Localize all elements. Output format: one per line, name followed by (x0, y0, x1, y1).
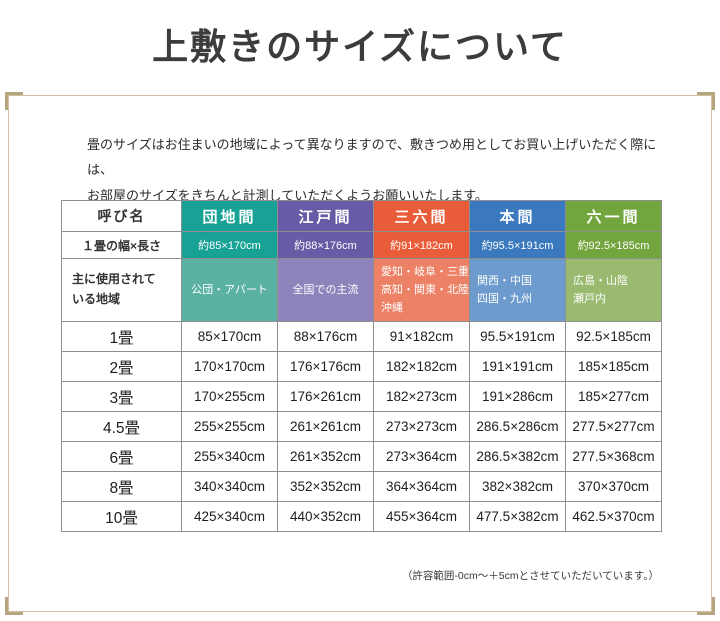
cell-value: 277.5×277cm (565, 411, 662, 442)
header-name-label: 呼び名 (61, 200, 182, 232)
cell-value: 455×364cm (373, 501, 470, 532)
cell-value: 182×182cm (373, 351, 470, 382)
region-edoma: 全国での主流 (277, 258, 374, 322)
mat-size-honma: 約95.5×191cm (469, 231, 566, 259)
region-rokuichima: 広島・山陰 瀬戸内 (565, 258, 662, 322)
frame-corner-top-left (5, 92, 23, 110)
row-label: 10畳 (61, 501, 182, 532)
cell-value: 95.5×191cm (469, 321, 566, 352)
mat-size-edoma: 約88×176cm (277, 231, 374, 259)
cell-value: 255×255cm (181, 411, 278, 442)
mat-size-row-label: １畳の幅×長さ (61, 231, 182, 259)
table-row-10jo: 10畳 425×340cm 440×352cm 455×364cm 477.5×… (61, 501, 662, 532)
size-table: 呼び名 団地間 江戸間 三六間 本間 六一間 １畳の幅×長さ 約85×170cm… (61, 200, 662, 532)
region-saburoku: 愛知・岐阜・三重 高知・関東・北陸 沖縄 (373, 258, 470, 322)
mat-size-danchima: 約85×170cm (181, 231, 278, 259)
cell-value: 88×176cm (277, 321, 374, 352)
cell-value: 273×273cm (373, 411, 470, 442)
cell-value: 477.5×382cm (469, 501, 566, 532)
cell-value: 440×352cm (277, 501, 374, 532)
table-row-1jo: 1畳 85×170cm 88×176cm 91×182cm 95.5×191cm… (61, 321, 662, 352)
intro-text: 畳のサイズはお住まいの地域によって異なりますので、敷きつめ用としてお買い上げいた… (87, 132, 661, 208)
cell-value: 176×261cm (277, 381, 374, 412)
cell-value: 185×277cm (565, 381, 662, 412)
table-header-row: 呼び名 団地間 江戸間 三六間 本間 六一間 (61, 200, 662, 232)
header-saburoku: 三六間 (373, 200, 470, 232)
cell-value: 352×352cm (277, 471, 374, 502)
cell-value: 277.5×368cm (565, 441, 662, 472)
tolerance-note: （許容範囲-0cm〜＋5cmとさせていただいています。） (401, 570, 659, 582)
cell-value: 273×364cm (373, 441, 470, 472)
cell-value: 255×340cm (181, 441, 278, 472)
table-row-6jo: 6畳 255×340cm 261×352cm 273×364cm 286.5×3… (61, 441, 662, 472)
table-row-8jo: 8畳 340×340cm 352×352cm 364×364cm 382×382… (61, 471, 662, 502)
frame-corner-bottom-right (697, 597, 715, 615)
row-label: 3畳 (61, 381, 182, 412)
cell-value: 462.5×370cm (565, 501, 662, 532)
cell-value: 261×352cm (277, 441, 374, 472)
header-honma: 本間 (469, 200, 566, 232)
region-danchima: 公団・アパート (181, 258, 278, 322)
page-title: 上敷きのサイズについて (152, 27, 568, 67)
table-row-2jo: 2畳 170×170cm 176×176cm 182×182cm 191×191… (61, 351, 662, 382)
header-edoma: 江戸間 (277, 200, 374, 232)
row-label: 1畳 (61, 321, 182, 352)
cell-value: 185×185cm (565, 351, 662, 382)
cell-value: 91×182cm (373, 321, 470, 352)
cell-value: 340×340cm (181, 471, 278, 502)
intro-line-1: 畳のサイズはお住まいの地域によって異なりますので、敷きつめ用としてお買い上げいた… (87, 137, 657, 178)
cell-value: 286.5×382cm (469, 441, 566, 472)
cell-value: 425×340cm (181, 501, 278, 532)
cell-value: 382×382cm (469, 471, 566, 502)
region-row: 主に使用されて いる地域 公団・アパート 全国での主流 愛知・岐阜・三重 高知・… (61, 258, 662, 322)
cell-value: 370×370cm (565, 471, 662, 502)
row-label: 2畳 (61, 351, 182, 382)
row-label: 4.5畳 (61, 411, 182, 442)
cell-value: 182×273cm (373, 381, 470, 412)
region-honma: 関西・中国 四国・九州 (469, 258, 566, 322)
mat-size-saburoku: 約91×182cm (373, 231, 470, 259)
header-danchima: 団地間 (181, 200, 278, 232)
cell-value: 364×364cm (373, 471, 470, 502)
cell-value: 191×286cm (469, 381, 566, 412)
row-label: 8畳 (61, 471, 182, 502)
table-row-4-5jo: 4.5畳 255×255cm 261×261cm 273×273cm 286.5… (61, 411, 662, 442)
cell-value: 191×191cm (469, 351, 566, 382)
cell-value: 85×170cm (181, 321, 278, 352)
cell-value: 92.5×185cm (565, 321, 662, 352)
mat-size-row: １畳の幅×長さ 約85×170cm 約88×176cm 約91×182cm 約9… (61, 231, 662, 259)
table-row-3jo: 3畳 170×255cm 176×261cm 182×273cm 191×286… (61, 381, 662, 412)
header-rokuichima: 六一間 (565, 200, 662, 232)
cell-value: 170×255cm (181, 381, 278, 412)
frame-corner-bottom-left (5, 597, 23, 615)
mat-size-rokuichima: 約92.5×185cm (565, 231, 662, 259)
intro-line-2: お部屋のサイズをきちんと計測していただくようお願いいたします。 (87, 187, 488, 203)
content-frame: 畳のサイズはお住まいの地域によって異なりますので、敷きつめ用としてお買い上げいた… (5, 92, 715, 615)
cell-value: 176×176cm (277, 351, 374, 382)
region-row-label: 主に使用されて いる地域 (61, 258, 182, 322)
row-label: 6畳 (61, 441, 182, 472)
cell-value: 286.5×286cm (469, 411, 566, 442)
frame-corner-top-right (697, 92, 715, 110)
cell-value: 170×170cm (181, 351, 278, 382)
cell-value: 261×261cm (277, 411, 374, 442)
